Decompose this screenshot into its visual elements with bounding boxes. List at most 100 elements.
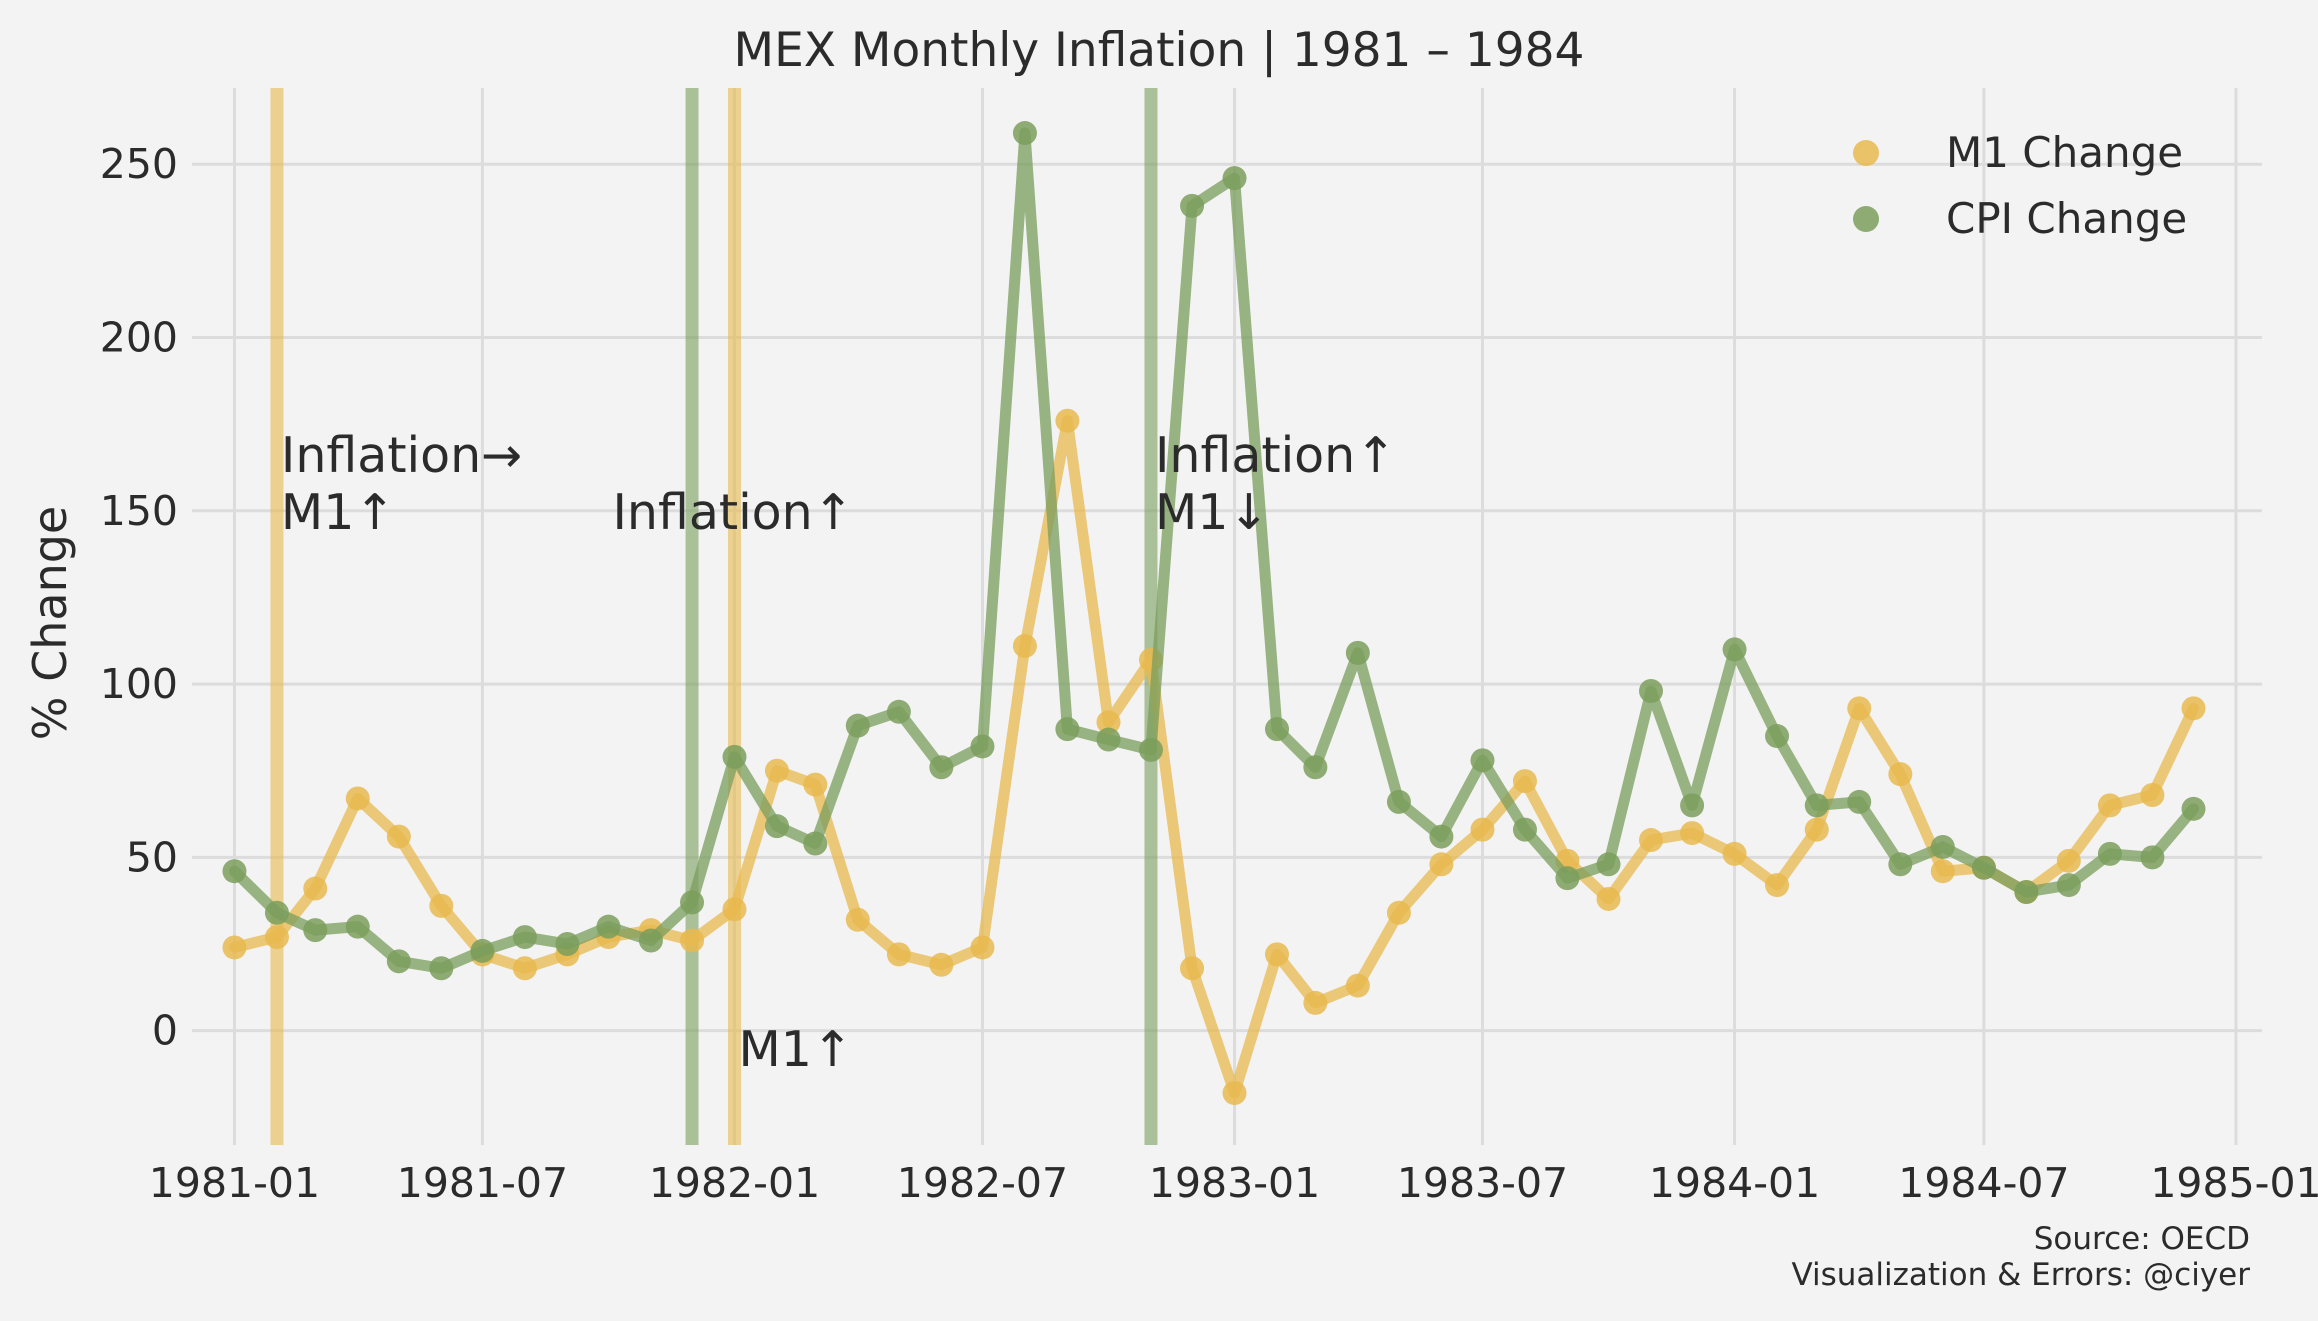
annotation-text: M1↑ [281, 484, 396, 541]
data-point-m1 [1888, 762, 1913, 787]
data-point-m1 [2181, 696, 2206, 721]
y-axis-ticks: 0 50 100 150 200 250 [100, 140, 178, 1054]
data-point-cpi [1138, 737, 1163, 762]
data-point-m1 [1722, 841, 1747, 866]
x-tick-label: 1981-07 [397, 1159, 568, 1207]
data-point-cpi [886, 699, 911, 724]
data-point-m1 [2140, 782, 2165, 807]
data-point-m1 [1345, 973, 1370, 998]
data-point-m1 [222, 935, 247, 960]
data-point-m1 [845, 907, 870, 932]
data-point-cpi [1429, 824, 1454, 849]
x-tick-label: 1984-01 [1649, 1159, 1820, 1207]
data-point-m1 [429, 893, 454, 918]
data-point-cpi [1512, 817, 1537, 842]
data-point-cpi [1180, 193, 1205, 218]
data-point-cpi [1470, 748, 1495, 773]
legend-marker-cpi [1853, 206, 1879, 232]
data-point-cpi [2097, 841, 2122, 866]
data-point-m1 [1512, 769, 1537, 794]
legend-marker-m1 [1853, 140, 1879, 166]
source-line-2: Visualization & Errors: @ciyer [1791, 1257, 2250, 1293]
annotation-text: M1↑ [739, 1021, 854, 1078]
data-point-m1 [2097, 793, 2122, 818]
data-point-cpi [345, 914, 370, 939]
event-lines [270, 88, 1158, 1145]
data-point-cpi [555, 931, 580, 956]
data-point-m1 [1470, 817, 1495, 842]
data-point-cpi [386, 949, 411, 974]
data-point-cpi [929, 755, 954, 780]
data-point-m1 [264, 925, 289, 950]
data-point-m1 [1222, 1081, 1247, 1106]
annotation-text: Inflation↑ [1155, 427, 1396, 484]
source-line-1: Source: OECD [2034, 1221, 2250, 1257]
data-point-cpi [303, 918, 328, 943]
data-point-cpi [1386, 789, 1411, 814]
data-point-m1 [1429, 852, 1454, 877]
data-point-cpi [1639, 679, 1664, 704]
data-point-cpi [845, 713, 870, 738]
data-point-cpi [2056, 873, 2081, 898]
data-point-m1 [512, 956, 537, 981]
data-point-cpi [1012, 121, 1037, 146]
data-point-cpi [1680, 793, 1705, 818]
x-tick-label: 1983-01 [1149, 1159, 1320, 1207]
data-point-m1 [680, 928, 705, 953]
data-point-m1 [764, 758, 789, 783]
data-point-cpi [680, 890, 705, 915]
y-tick-label: 200 [100, 314, 178, 362]
data-point-m1 [722, 897, 747, 922]
data-point-cpi [1722, 637, 1747, 662]
data-point-cpi [1555, 866, 1580, 891]
y-tick-label: 250 [100, 140, 178, 188]
data-point-cpi [1303, 755, 1328, 780]
data-point-cpi [803, 831, 828, 856]
data-point-cpi [1971, 855, 1996, 880]
data-point-cpi [1765, 724, 1790, 749]
x-axis-ticks: 1981-01 1981-07 1982-01 1982-07 1983-01 1983-… [149, 1159, 2318, 1207]
data-point-m1 [970, 935, 995, 960]
x-tick-label: 1982-07 [897, 1159, 1068, 1207]
data-point-m1 [1680, 821, 1705, 846]
data-point-m1 [929, 952, 954, 977]
data-point-m1 [345, 786, 370, 811]
data-point-m1 [2056, 848, 2081, 873]
data-point-m1 [1847, 696, 1872, 721]
data-point-m1 [1765, 873, 1790, 898]
y-tick-label: 100 [100, 660, 178, 708]
x-tick-label: 1984-07 [1898, 1159, 2069, 1207]
data-point-m1 [303, 876, 328, 901]
data-point-cpi [470, 938, 495, 963]
y-tick-label: 0 [152, 1007, 178, 1055]
data-point-cpi [1930, 834, 1955, 859]
annotation-text: M1↓ [1155, 484, 1270, 541]
chart-title: MEX Monthly Inflation | 1981 – 1984 [734, 23, 1585, 78]
data-point-cpi [264, 900, 289, 925]
data-point-m1 [1596, 886, 1621, 911]
legend: M1 Change CPI Change [1853, 128, 2187, 243]
data-point-m1 [1639, 828, 1664, 853]
data-point-cpi [1596, 852, 1621, 877]
x-tick-label: 1983-07 [1397, 1159, 1568, 1207]
data-point-cpi [512, 925, 537, 950]
legend-label-m1: M1 Change [1946, 128, 2183, 177]
data-point-cpi [638, 928, 663, 953]
data-point-m1 [1055, 408, 1080, 433]
data-point-m1 [1804, 817, 1829, 842]
data-point-cpi [596, 914, 621, 939]
data-point-m1 [1012, 633, 1037, 658]
data-point-cpi [764, 814, 789, 839]
series [222, 121, 2206, 1106]
data-point-cpi [970, 734, 995, 759]
data-point-m1 [1930, 859, 1955, 884]
annotation-text: Inflation↑ [612, 484, 853, 541]
annotations: Inflation→M1↑ Inflation↑M1↑Inflation↑M1↓ [281, 427, 1396, 1078]
y-tick-label: 150 [100, 487, 178, 535]
x-tick-label: 1985-01 [2150, 1159, 2318, 1207]
y-axis-label: % Change [23, 506, 77, 740]
data-point-cpi [1804, 793, 1829, 818]
data-point-cpi [1096, 727, 1121, 752]
data-point-cpi [722, 744, 747, 769]
